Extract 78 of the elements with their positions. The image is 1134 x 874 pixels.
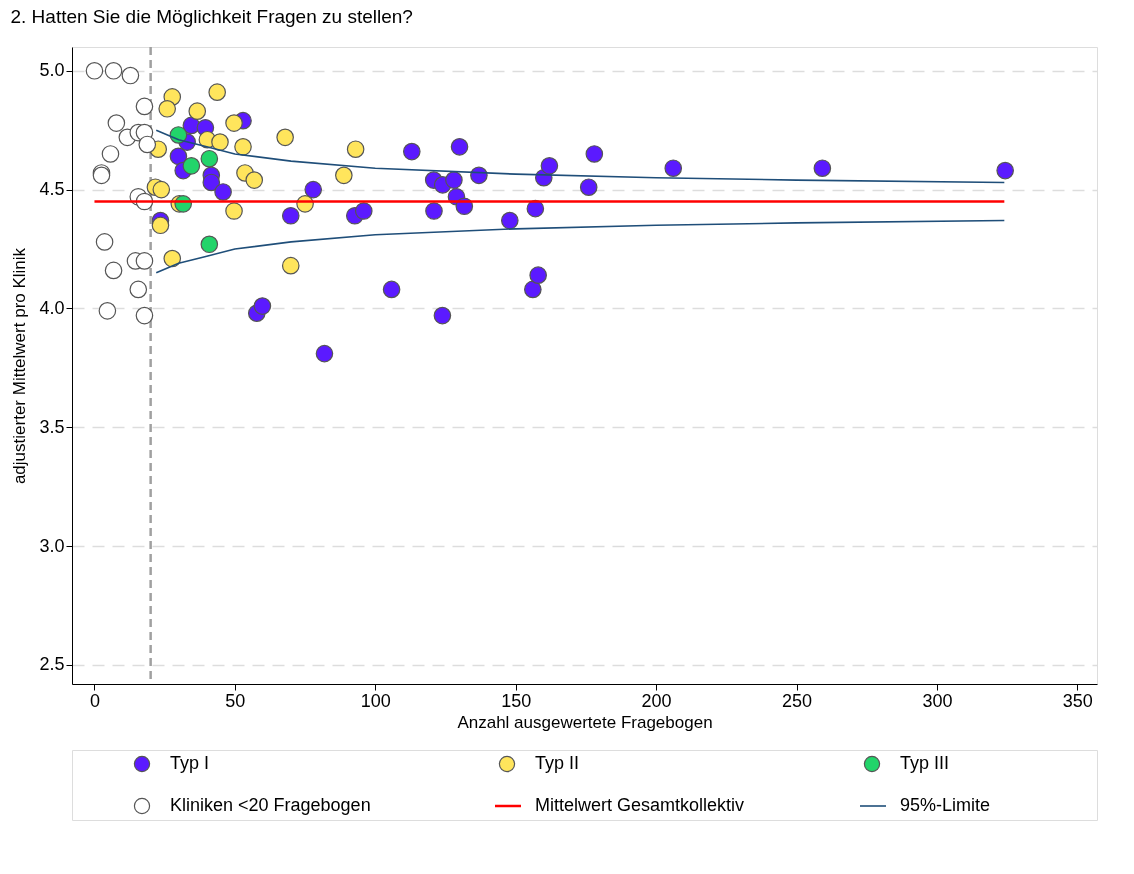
y-tick-label: 3.5 — [39, 416, 65, 437]
point — [214, 183, 232, 201]
point — [104, 261, 123, 280]
point — [335, 166, 353, 185]
point — [402, 142, 421, 161]
point — [202, 173, 221, 192]
point — [281, 206, 300, 225]
point — [450, 138, 469, 156]
point — [158, 100, 177, 118]
point — [208, 83, 226, 101]
point — [281, 256, 300, 275]
point — [135, 252, 154, 270]
point — [234, 138, 252, 156]
point — [98, 302, 117, 320]
chart-title: 2. Hatten Sie die Möglichkeit Fragen zu stellen? — [10, 6, 413, 28]
point — [354, 202, 373, 220]
legend-label: Typ III — [900, 753, 950, 773]
point — [346, 140, 365, 159]
point — [135, 97, 154, 116]
point — [382, 280, 401, 299]
legend-label: Typ I — [170, 753, 210, 773]
point — [433, 306, 452, 325]
point — [104, 61, 123, 80]
point — [470, 166, 488, 185]
point — [529, 266, 547, 284]
x-tick-label: 0 — [89, 690, 100, 711]
point — [524, 280, 542, 299]
point — [152, 180, 171, 199]
point — [211, 133, 229, 151]
y-tick-label: 2.5 — [39, 654, 65, 675]
point — [225, 114, 243, 132]
point — [813, 159, 832, 178]
point — [169, 147, 188, 166]
legend-label: Typ II — [535, 753, 580, 773]
point — [121, 66, 140, 85]
x-tick-label: 250 — [782, 690, 813, 711]
point — [540, 157, 559, 175]
y-tick-label: 5.0 — [39, 60, 65, 81]
point — [138, 135, 157, 154]
point — [253, 297, 272, 315]
point — [425, 202, 443, 220]
point — [304, 180, 323, 199]
point — [135, 306, 154, 325]
legend-label: Kliniken <20 Fragebogen — [170, 795, 371, 815]
point — [95, 233, 114, 251]
point — [315, 344, 334, 363]
point — [107, 114, 126, 132]
x-tick-label: 300 — [922, 690, 953, 711]
x-tick-label: 100 — [360, 690, 391, 711]
point — [996, 161, 1014, 180]
point — [200, 235, 219, 254]
point — [85, 61, 104, 80]
x-tick-label: 350 — [1062, 690, 1093, 711]
point — [579, 178, 598, 197]
legend-label: Mittelwert Gesamtkollektiv — [535, 795, 745, 815]
point — [225, 202, 243, 220]
y-tick-label: 4.0 — [39, 297, 65, 318]
x-axis-title: Anzahl ausgewertete Fragebogen — [457, 712, 713, 732]
point — [182, 157, 201, 175]
point — [276, 128, 294, 147]
point — [664, 159, 683, 178]
point — [445, 171, 463, 189]
point — [585, 145, 604, 163]
legend-label: 95%-Limite — [900, 795, 991, 815]
x-tick-label: 150 — [501, 690, 532, 711]
point — [200, 149, 219, 168]
y-tick-label: 3.0 — [39, 535, 65, 556]
y-axis-title: adjustierter Mittelwert pro Klinik — [10, 247, 30, 485]
x-tick-label: 50 — [225, 690, 246, 711]
point — [151, 216, 170, 235]
point — [129, 280, 148, 299]
point — [500, 211, 519, 230]
point — [163, 249, 182, 268]
y-tick-label: 4.5 — [39, 179, 65, 200]
point — [245, 171, 264, 189]
x-tick-label: 200 — [641, 690, 672, 711]
point — [101, 145, 120, 163]
point — [188, 102, 207, 120]
